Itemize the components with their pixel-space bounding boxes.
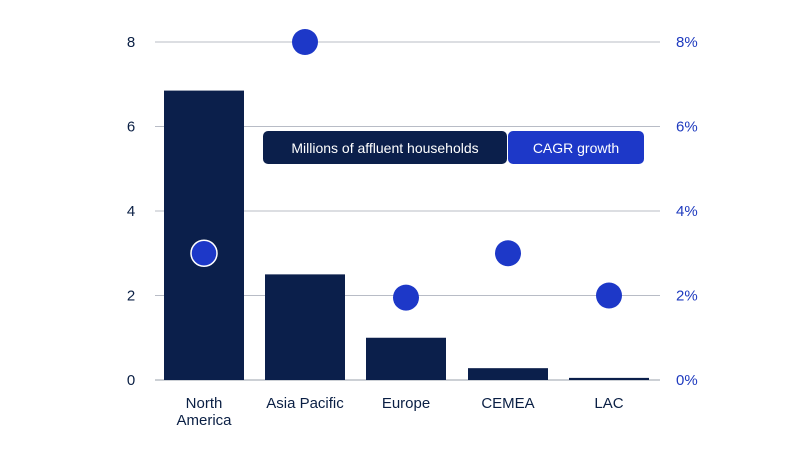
dot [393,284,419,311]
legend-bars-swatch [263,131,507,164]
left-tick-label: 8 [127,34,135,51]
category-label: Asia Pacific [266,395,344,412]
bar [265,274,345,380]
dot [190,239,218,267]
right-tick-label: 4% [676,203,698,220]
category-label: LAC [594,395,623,412]
bar [164,90,244,381]
category-label: Europe [382,395,430,412]
legend: Millions of affluent households CAGR gro… [263,131,644,164]
right-tick-label: 6% [676,119,698,136]
dot [292,29,318,55]
right-tick-label: 0% [676,372,698,389]
bar [569,377,649,380]
left-tick-label: 4 [127,203,135,220]
legend-cagr-label: CAGR growth [533,140,619,156]
right-axis-ticks: 0% 2% 4% 6% 8% [676,34,698,389]
left-tick-label: 6 [127,119,135,136]
left-axis-ticks: 0 2 4 6 8 [127,34,135,389]
dot-series [190,29,622,311]
bar [468,368,548,380]
left-tick-label: 0 [127,372,135,389]
right-tick-label: 8% [676,34,698,51]
legend-cagr-swatch [508,131,644,164]
bar [366,337,446,380]
dot [495,240,521,267]
left-tick-label: 2 [127,288,135,305]
category-label: CEMEA [481,395,534,412]
bar-series [164,90,649,381]
right-tick-label: 2% [676,288,698,305]
dot [596,282,622,309]
legend-bars-label: Millions of affluent households [291,140,478,156]
category-label: North America [176,395,232,429]
category-labels: North America Asia Pacific Europe CEMEA LAC [176,395,623,429]
